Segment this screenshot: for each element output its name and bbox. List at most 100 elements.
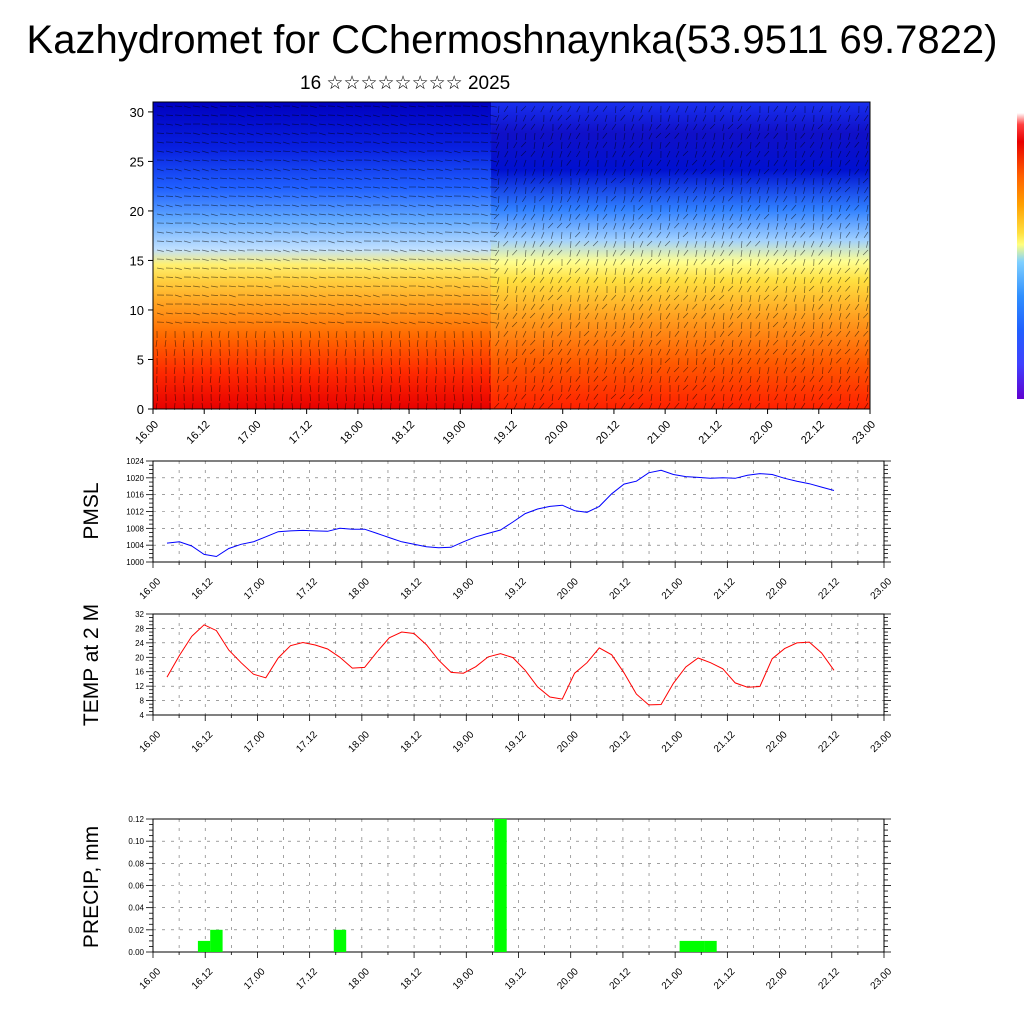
wind-barb — [821, 285, 824, 293]
wind-barb — [255, 177, 264, 180]
wind-barb — [494, 267, 500, 274]
wind-barb — [255, 366, 258, 374]
wind-barb — [711, 141, 716, 149]
wind-barb — [504, 231, 509, 239]
wind-barb — [747, 213, 752, 221]
wind-barb — [426, 132, 434, 136]
wind-barb — [336, 384, 339, 392]
wind-barb — [695, 267, 698, 276]
wind-barb — [300, 294, 308, 297]
wind-barb — [273, 186, 281, 189]
wind-barb — [567, 285, 572, 293]
wind-barb — [514, 177, 518, 185]
y-tick-label: 0 — [137, 402, 144, 417]
wind-barb — [471, 321, 479, 325]
wind-barb — [775, 123, 779, 131]
wind-barb — [674, 276, 680, 283]
wind-barb — [668, 339, 671, 347]
wind-barb — [684, 222, 689, 230]
wind-barb — [747, 303, 752, 311]
wind-barb — [496, 285, 500, 293]
wind-barb — [255, 294, 264, 296]
wind-barb — [551, 303, 554, 312]
wind-barb — [183, 348, 186, 357]
wind-barb — [471, 105, 480, 108]
y-tick-label: 10 — [130, 303, 144, 318]
wind-barb — [390, 393, 392, 402]
wind-barb — [165, 276, 174, 278]
wind-barb — [703, 186, 707, 194]
wind-barb — [673, 366, 680, 373]
wind-barb — [390, 213, 398, 216]
wind-barb — [629, 168, 635, 175]
wind-barb — [228, 312, 236, 316]
wind-barb — [712, 312, 716, 320]
wind-barb — [710, 366, 716, 373]
wind-barb — [845, 375, 851, 382]
wind-barb — [210, 168, 218, 171]
wind-barb — [156, 303, 164, 307]
wind-barb — [372, 159, 380, 163]
wind-barb — [363, 303, 371, 306]
wind-barb — [489, 267, 497, 270]
wind-barb — [713, 186, 716, 194]
wind-barb — [693, 258, 698, 266]
wind-barb — [210, 348, 212, 357]
wind-barb — [655, 285, 662, 292]
wind-barb — [165, 204, 173, 208]
wind-barb — [264, 141, 272, 144]
wind-barb — [363, 294, 371, 298]
wind-barb — [619, 177, 626, 184]
y-tick-label: 30 — [130, 105, 144, 120]
wind-barb — [783, 150, 788, 158]
wind-barb — [614, 132, 617, 141]
wind-barb — [819, 357, 824, 365]
wind-barb — [408, 393, 411, 402]
wind-barb — [791, 258, 797, 265]
wind-barb — [567, 195, 572, 203]
wind-barb — [828, 177, 833, 185]
wind-barb — [857, 123, 860, 131]
wind-barb — [747, 366, 752, 374]
wind-barb — [417, 258, 425, 261]
wind-barb — [462, 159, 470, 163]
wind-barb — [711, 213, 716, 221]
wind-barb — [471, 150, 479, 153]
wind-barb — [800, 384, 806, 392]
wind-barb — [621, 303, 626, 311]
wind-barb — [856, 213, 860, 221]
wind-barb — [702, 294, 707, 302]
wind-barb — [747, 204, 752, 212]
wind-barb — [345, 276, 354, 278]
wind-barb — [674, 186, 680, 193]
wind-barb — [665, 312, 671, 320]
wind-barb — [560, 321, 563, 330]
wind-barb — [709, 123, 716, 130]
wind-barb — [515, 285, 518, 293]
wind-barb — [613, 222, 617, 230]
wind-barb — [802, 339, 806, 347]
wind-barb — [686, 258, 689, 266]
wind-barb — [838, 204, 842, 212]
wind-barb — [737, 114, 743, 122]
wind-barb — [683, 213, 689, 220]
wind-barb — [729, 105, 734, 113]
wind-barb — [557, 123, 563, 130]
wind-barb — [731, 177, 734, 185]
wind-barb — [300, 195, 308, 198]
wind-barb — [605, 177, 608, 186]
wind-barb — [363, 357, 366, 366]
wind-barb — [174, 240, 183, 243]
wind-barb — [596, 321, 599, 330]
wind-barb — [201, 231, 209, 234]
wind-barb — [701, 312, 707, 319]
wind-barb — [496, 132, 500, 140]
wind-barb — [729, 168, 734, 176]
wind-barb — [264, 132, 272, 135]
wind-barb — [719, 276, 725, 283]
wind-barb — [164, 339, 167, 347]
wind-barb — [811, 249, 815, 257]
wind-barb — [844, 186, 851, 193]
wind-barb — [192, 132, 200, 135]
wind-barb — [165, 258, 173, 261]
